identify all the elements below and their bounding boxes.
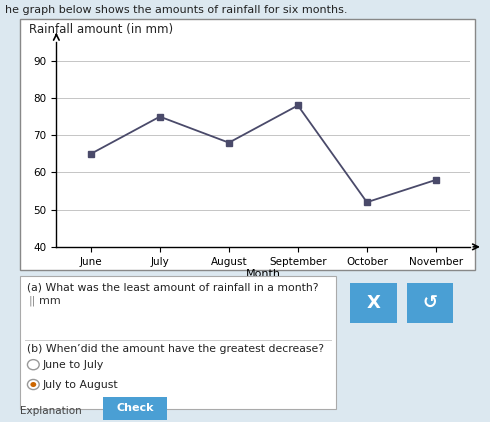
Text: (b) When’did the amount have the greatest decrease?: (b) When’did the amount have the greates… (27, 344, 324, 354)
Text: Rainfall amount (in mm): Rainfall amount (in mm) (29, 23, 173, 36)
Text: ↺: ↺ (422, 294, 438, 312)
Text: July to August: July to August (42, 379, 118, 390)
Text: Explanation: Explanation (20, 406, 81, 417)
Text: mm: mm (39, 296, 61, 306)
Text: Check: Check (116, 403, 153, 413)
Text: ||: || (28, 295, 36, 306)
Text: X: X (367, 294, 381, 312)
Text: (a) What was the least amount of rainfall in a month?: (a) What was the least amount of rainfal… (27, 283, 318, 293)
X-axis label: Month: Month (246, 269, 281, 279)
Text: June to July: June to July (42, 360, 103, 370)
Text: he graph below shows the amounts of rainfall for six months.: he graph below shows the amounts of rain… (5, 5, 347, 16)
